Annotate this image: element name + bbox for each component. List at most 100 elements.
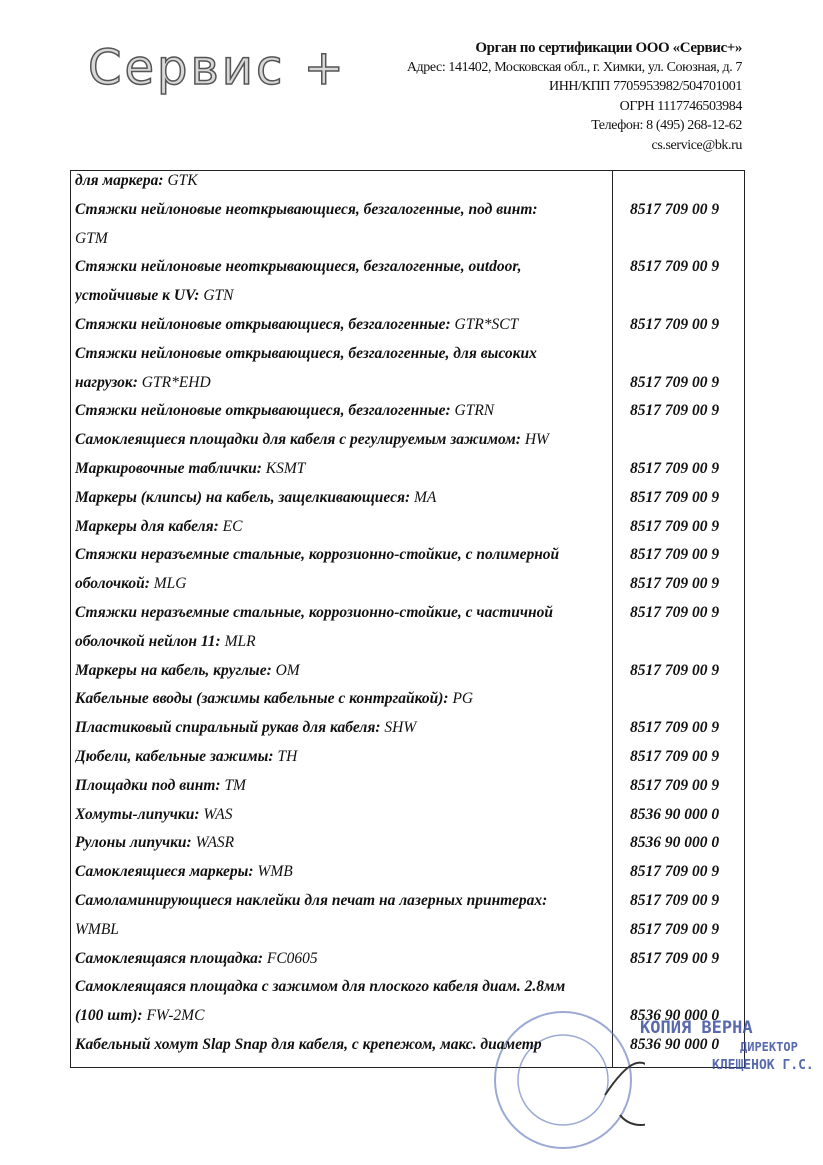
item-name: Самоламинирующиеся наклейки для печат на… [75, 892, 548, 909]
org-line: cs.service@bk.ru [651, 137, 743, 153]
row-text: GTM [75, 230, 610, 248]
item-name: (100 шт): [75, 1007, 147, 1025]
item-code-name: PG [452, 690, 474, 708]
item-code-name: GTK [167, 172, 198, 189]
item-code-name: OM [275, 661, 300, 679]
tariff-code: 8517 709 00 9 [630, 258, 720, 276]
row-text: Самоклеящаяся площадка с зажимом для пло… [75, 978, 610, 996]
item-code-name: GTR*EHD [141, 373, 211, 391]
row-text: нагрузок: GTR*EHD [75, 374, 610, 392]
row-text: (100 шт): FW-2MC [75, 1007, 610, 1025]
item-name: Хомуты-липучки: [75, 805, 204, 823]
item-name: для маркера: [75, 172, 168, 189]
item-code-name: WMB [257, 863, 293, 881]
item-code-name: FW-2MC [146, 1007, 205, 1025]
row-text: Кабельные вводы (зажимы кабельные с конт… [75, 690, 610, 708]
item-code-name: GTR*SCT [454, 316, 519, 333]
item-name: Стяжки неразъемные стальные, коррозионно… [75, 546, 560, 564]
tariff-code: 8517 709 00 9 [630, 949, 720, 967]
item-name: Площадки под винт: [75, 776, 225, 794]
item-name: Самоклеящиеся маркеры: [75, 863, 258, 881]
item-name: Маркеры для кабеля: [75, 517, 223, 535]
row-text: Маркеры (клипсы) на кабель, защелкивающи… [75, 489, 610, 507]
org-line: ИНН/КПП 7705953982/504701001 [549, 79, 742, 94]
item-code-name: MA [414, 488, 437, 506]
tariff-code: 8517 709 00 9 [630, 460, 720, 477]
item-name: Маркеры (клипсы) на кабель, защелкивающи… [75, 488, 415, 506]
row-text: Стяжки нейлоновые неоткрывающиеся, безга… [75, 201, 610, 219]
item-code-name: GTRN [454, 402, 495, 420]
org-line: Адрес: 141402, Московская обл., г. Химки… [406, 59, 743, 75]
tariff-code: 8517 709 00 9 [630, 488, 720, 506]
item-name: Стяжки неразъемные стальные, коррозионно… [75, 604, 553, 621]
row-text: Пластиковый спиральный рукав для кабеля:… [75, 719, 610, 737]
item-name: оболочкой: [75, 575, 154, 593]
row-text: WMBL [75, 921, 610, 939]
item-name: Стяжки нейлоновые неоткрывающиеся, безга… [75, 200, 538, 218]
item-code-name: MLG [153, 575, 187, 593]
row-text: оболочкой: MLG [75, 575, 610, 593]
tariff-code: 8517 709 00 9 [630, 661, 720, 679]
tariff-code: 8517 709 00 9 [630, 863, 720, 881]
row-text: Самоклеящаяся площадка: FC0605 [75, 950, 610, 968]
item-code-name: SHW [384, 719, 417, 737]
tariff-code: 8517 709 00 9 [630, 719, 720, 737]
org-line: ОГРН 1117746503984 [619, 98, 743, 114]
row-text: устойчивые к UV: GTN [75, 287, 610, 305]
item-code-name: TH [277, 748, 298, 765]
item-code-name: MLR [224, 632, 256, 650]
tariff-code: 8517 709 00 9 [630, 316, 720, 333]
item-name: Стяжки нейлоновые неоткрывающиеся, безга… [75, 258, 522, 276]
row-text: Стяжки нейлоновые неоткрывающиеся, безга… [75, 258, 610, 276]
item-code-name: WMBL [75, 920, 119, 938]
row-text: Стяжки нейлоновые открывающиеся, безгало… [75, 402, 610, 420]
item-code-name: WASR [195, 834, 235, 852]
tariff-code: 8517 709 00 9 [630, 575, 720, 593]
row-text: Маркеры для кабеля: EC [75, 518, 610, 536]
item-name: Самоклеящаяся площадка: [75, 949, 267, 967]
tariff-code: 8536 90 000 0 [630, 1036, 720, 1053]
tariff-code: 8536 90 000 0 [630, 1007, 720, 1025]
item-name: нагрузок: [75, 373, 142, 391]
stamp-circle [494, 1011, 645, 1149]
item-name: устойчивые к UV: [75, 287, 204, 305]
item-code-name: WAS [203, 805, 233, 823]
row-text: Стяжки неразъемные стальные, коррозионно… [75, 604, 610, 622]
item-name: Стяжки нейлоновые открывающиеся, безгало… [75, 316, 455, 333]
tariff-code: 8517 709 00 9 [630, 920, 720, 938]
stamp-text: КЛЕЩЕНОК Г.С. [712, 1058, 814, 1073]
item-name: Рулоны липучки: [75, 834, 196, 852]
row-text: Самоламинирующиеся наклейки для печат на… [75, 892, 610, 910]
org-line: Орган по сертификации ООО «Сервис+» [475, 40, 742, 56]
row-text: Стяжки нейлоновые открывающиеся, безгало… [75, 316, 610, 334]
item-name: Маркировочные таблички: [75, 460, 266, 477]
column-divider [612, 170, 613, 1068]
tariff-code: 8517 709 00 9 [630, 748, 720, 765]
tariff-code: 8517 709 00 9 [630, 546, 720, 564]
row-text: Стяжки неразъемные стальные, коррозионно… [75, 546, 610, 564]
item-name: Самоклеящаяся площадка с зажимом для пло… [75, 978, 566, 996]
item-name: Кабельные вводы (зажимы кабельные с конт… [75, 690, 453, 708]
row-text: Рулоны липучки: WASR [75, 834, 610, 852]
item-name: Кабельный хомут Slap Snap для кабеля, с … [75, 1036, 542, 1053]
table-border [70, 170, 745, 1068]
item-name: оболочкой нейлон 11: [75, 632, 225, 650]
item-code-name: FC0605 [266, 949, 318, 967]
stamp-text: ДИРЕКТОР [740, 1040, 798, 1054]
item-name: Стяжки нейлоновые открывающиеся, безгало… [75, 402, 455, 420]
row-text: для маркера: GTK [75, 172, 610, 190]
row-text: Маркировочные таблички: KSMT [75, 460, 610, 478]
row-text: Хомуты-липучки: WAS [75, 806, 610, 824]
item-name: Дюбели, кабельные зажимы: [75, 748, 278, 765]
row-text: Дюбели, кабельные зажимы: TH [75, 748, 610, 766]
stamp-text: КОПИЯ ВЕРНА [640, 1018, 753, 1038]
item-name: Самоклеящиеся площадки для кабеля с регу… [75, 431, 525, 449]
item-name: Маркеры на кабель, круглые: [75, 661, 276, 679]
item-code-name: HW [524, 431, 549, 449]
item-name: Стяжки нейлоновые открывающиеся, безгало… [75, 344, 537, 362]
row-text: Самоклеящиеся маркеры: WMB [75, 863, 610, 881]
row-text: оболочкой нейлон 11: MLR [75, 633, 610, 651]
tariff-code: 8517 709 00 9 [630, 200, 720, 218]
item-code-name: TM [224, 776, 246, 794]
